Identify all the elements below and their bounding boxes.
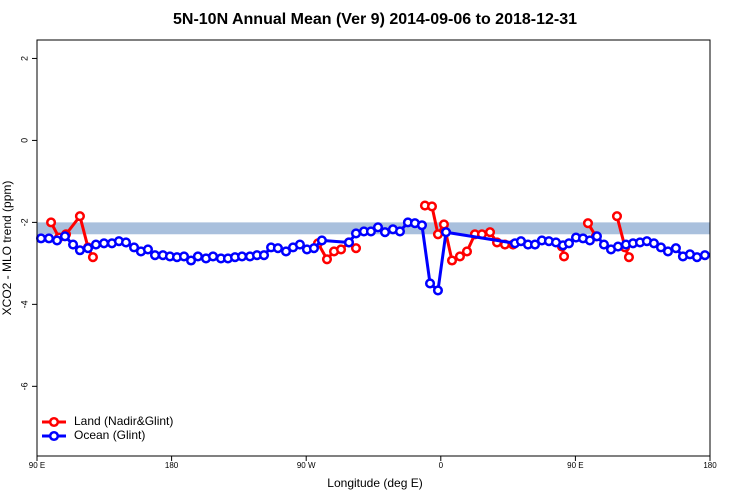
point xyxy=(446,255,458,266)
point xyxy=(321,254,333,265)
point xyxy=(51,235,63,246)
point xyxy=(529,239,541,250)
point xyxy=(558,251,570,262)
point xyxy=(192,251,203,262)
point xyxy=(394,226,406,237)
legend-marker xyxy=(48,416,60,428)
point xyxy=(350,243,362,254)
point xyxy=(612,241,624,252)
point xyxy=(272,243,283,254)
legend-marker xyxy=(48,430,60,442)
point xyxy=(74,245,85,256)
point xyxy=(432,285,444,296)
point xyxy=(611,211,623,222)
point xyxy=(416,220,428,231)
y-tick-label: -2 xyxy=(19,218,29,226)
point xyxy=(82,243,94,254)
point xyxy=(120,237,132,248)
point xyxy=(582,218,594,229)
point xyxy=(343,237,355,248)
point xyxy=(699,250,710,261)
point xyxy=(372,222,384,233)
point xyxy=(440,227,452,238)
plot-frame xyxy=(36,39,711,457)
x-axis-label: Longitude (deg E) xyxy=(327,476,422,490)
point xyxy=(655,242,666,253)
point xyxy=(35,233,47,244)
point xyxy=(438,219,449,230)
x-tick-label: 90 W xyxy=(297,461,316,470)
point xyxy=(432,229,444,240)
x-tick-label: 90 E xyxy=(567,461,583,470)
point xyxy=(43,233,55,244)
point xyxy=(424,278,436,289)
y-tick-label: 0 xyxy=(19,138,29,143)
x-tick-label: 180 xyxy=(703,461,717,470)
y-axis-label: XCO2 - MLO trend (ppm) xyxy=(0,181,14,316)
point xyxy=(142,244,154,255)
y-tick-label: -6 xyxy=(19,382,29,390)
point xyxy=(335,244,347,255)
point xyxy=(258,250,270,261)
point xyxy=(379,227,391,238)
point xyxy=(129,242,140,253)
point xyxy=(662,246,674,257)
point xyxy=(185,255,197,266)
chart-title: 5N-10N Annual Mean (Ver 9) 2014-09-06 to… xyxy=(173,11,577,28)
y-tick-label: -4 xyxy=(19,300,29,308)
point xyxy=(670,243,681,254)
point xyxy=(316,235,327,246)
point xyxy=(484,227,496,238)
point xyxy=(207,251,219,262)
point xyxy=(294,239,305,250)
point xyxy=(87,252,98,263)
x-tick-label: 0 xyxy=(439,461,444,470)
point xyxy=(623,252,634,263)
point xyxy=(178,251,190,262)
point xyxy=(46,217,57,228)
x-tick-label: 90 E xyxy=(29,461,45,470)
point xyxy=(236,251,248,262)
point xyxy=(365,226,377,237)
point xyxy=(149,250,161,261)
point xyxy=(461,246,473,257)
point xyxy=(90,239,101,250)
point xyxy=(591,231,602,242)
x-tick-label: 180 xyxy=(165,461,179,470)
point xyxy=(563,238,575,249)
legend-label: Ocean (Glint) xyxy=(74,428,145,442)
point xyxy=(584,235,595,246)
point xyxy=(426,201,438,212)
point xyxy=(67,239,79,250)
point xyxy=(98,238,110,249)
point xyxy=(308,243,320,254)
point xyxy=(59,231,71,242)
point xyxy=(598,239,610,250)
point xyxy=(648,238,659,249)
point xyxy=(691,252,703,263)
point xyxy=(74,211,85,222)
point xyxy=(350,228,362,239)
point xyxy=(280,246,292,257)
legend-label: Land (Nadir&Glint) xyxy=(74,414,173,428)
y-tick-label: 2 xyxy=(19,56,29,61)
point xyxy=(454,251,465,262)
